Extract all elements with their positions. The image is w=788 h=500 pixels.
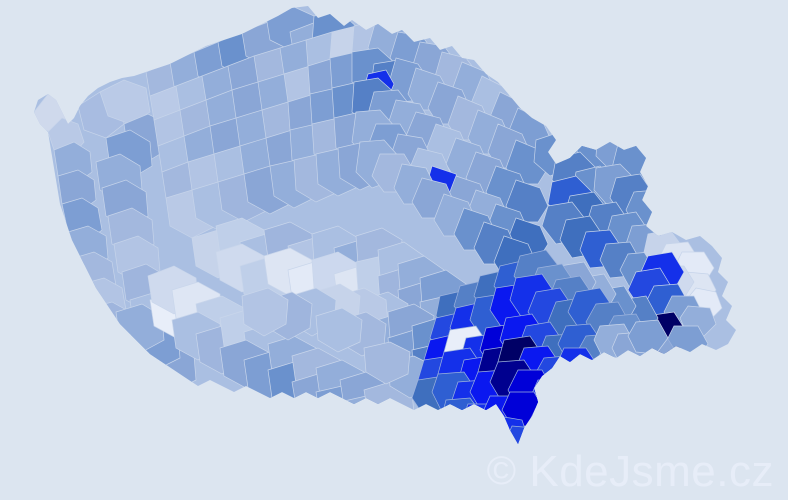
district-polygons — [34, 6, 736, 444]
map-canvas: © KdeJsme.cz — [0, 0, 788, 500]
czech-republic-choropleth[interactable] — [0, 0, 788, 500]
